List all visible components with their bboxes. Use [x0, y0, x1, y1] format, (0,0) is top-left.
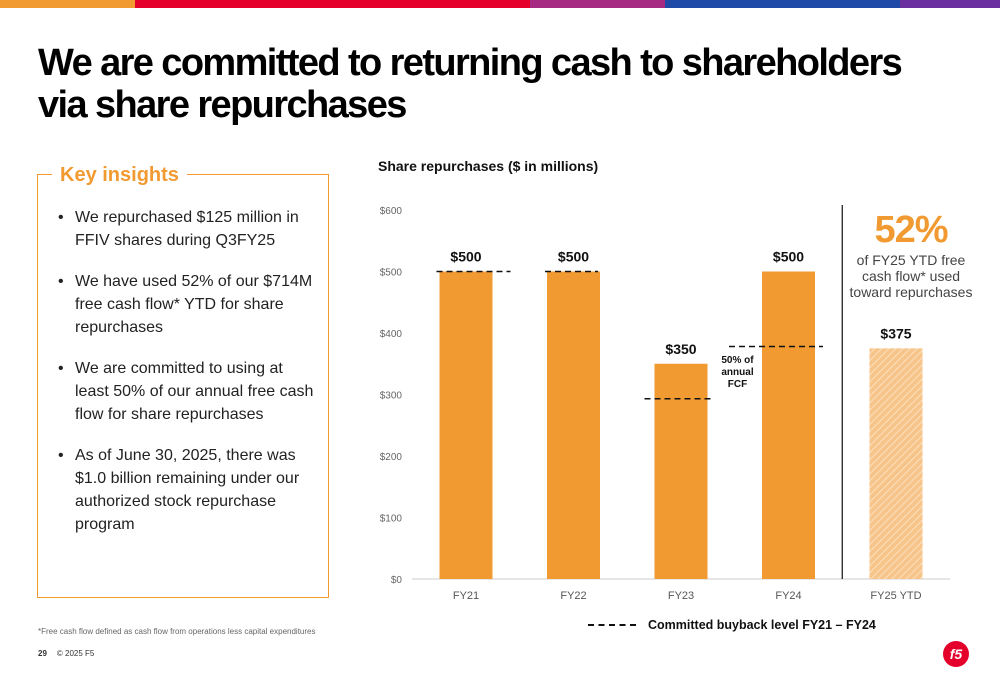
bar-data-label: $500 — [773, 249, 804, 265]
y-tick-label: $300 — [380, 391, 403, 402]
insights-list: We repurchased $125 million in FFIV shar… — [58, 206, 315, 554]
x-tick-label: FY25 YTD — [870, 590, 921, 602]
copyright: © 2025 F5 — [56, 649, 95, 658]
fcf-callout: 52% of FY25 YTD free cash flow* used tow… — [846, 208, 976, 300]
f5-logo: f5 — [943, 641, 969, 667]
f5-logo-circle — [943, 641, 969, 667]
bar-fy21 — [439, 271, 493, 579]
insight-item: We repurchased $125 million in FFIV shar… — [58, 206, 315, 252]
fcf-annotation-line: annual — [721, 367, 753, 378]
footer: 29 © 2025 F5 — [38, 649, 94, 658]
bar-data-label: $350 — [665, 341, 696, 357]
chart-title: Share repurchases ($ in millions) — [378, 158, 599, 174]
y-tick-label: $600 — [380, 206, 403, 217]
f5-logo-text: f5 — [950, 646, 963, 662]
bar-fy25-ytd — [869, 348, 923, 579]
y-tick-label: $0 — [391, 575, 403, 586]
top-bar-segment-magenta — [530, 0, 665, 8]
bar-data-label: $375 — [880, 325, 911, 341]
top-bar-segment-orange — [0, 0, 135, 8]
bar-data-label: $500 — [450, 249, 481, 265]
bar-fy24 — [762, 271, 815, 579]
callout-percent: 52% — [874, 209, 948, 251]
bar-data-label: $500 — [558, 249, 589, 265]
fcf-annotation-line: FCF — [728, 379, 747, 390]
chart-legend: Committed buyback level FY21 – FY24 — [588, 618, 876, 632]
y-tick-label: $500 — [380, 268, 403, 279]
slide-title: We are committed to returning cash to sh… — [38, 42, 903, 126]
top-bar-segment-red — [135, 0, 530, 8]
x-tick-label: FY22 — [560, 590, 586, 602]
top-bar-segment-purple — [900, 0, 1000, 8]
x-tick-label: FY24 — [775, 590, 801, 602]
y-tick-label: $100 — [380, 514, 403, 525]
x-tick-label: FY23 — [668, 590, 694, 602]
top-bar-segment-blue — [665, 0, 900, 8]
fcf-annotation-line: 50% of — [721, 355, 754, 366]
bar-fy22 — [547, 271, 600, 579]
top-color-bar — [0, 0, 1000, 8]
insight-item: We are committed to using at least 50% o… — [58, 357, 315, 426]
footnote: *Free cash flow defined as cash flow fro… — [38, 627, 316, 636]
insight-item: As of June 30, 2025, there was $1.0 bill… — [58, 444, 315, 536]
insights-heading: Key insights — [52, 163, 187, 187]
page-number: 29 — [38, 649, 47, 658]
y-tick-label: $400 — [380, 329, 403, 340]
legend-dashed-line-swatch — [588, 624, 636, 626]
callout-text: of FY25 YTD free cash flow* used toward … — [849, 252, 973, 300]
legend-label: Committed buyback level FY21 – FY24 — [648, 618, 876, 632]
bar-fy23 — [654, 363, 708, 579]
share-repurchase-chart: $0 $100 $200 $300 $400 $500 $600 $500 FY21 $500 FY… — [380, 205, 950, 602]
x-tick-label: FY21 — [453, 590, 479, 602]
y-tick-label: $200 — [380, 452, 403, 463]
insight-item: We have used 52% of our $714M free cash … — [58, 270, 315, 339]
